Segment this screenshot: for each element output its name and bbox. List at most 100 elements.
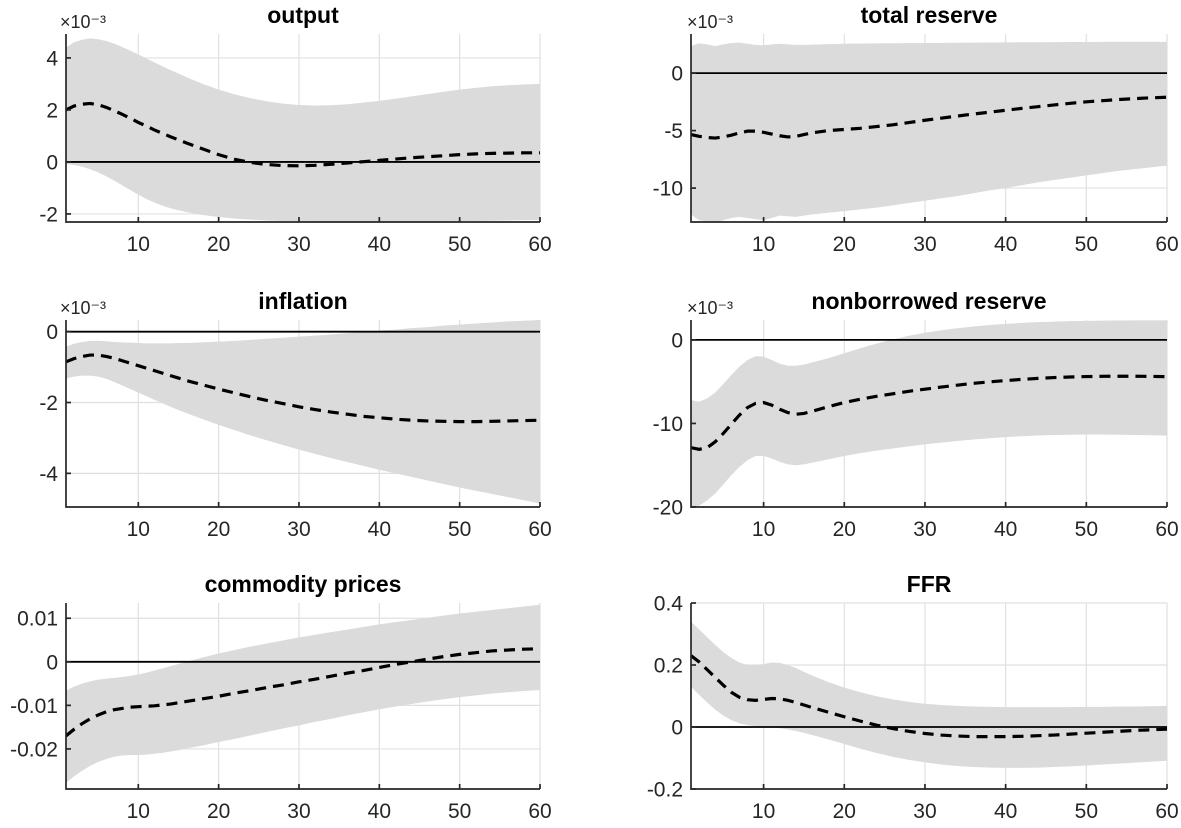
x-tick-label: 10	[127, 233, 150, 256]
x-tick-label: 40	[368, 800, 391, 823]
y-tick-label: 0	[46, 151, 58, 174]
x-tick-label: 10	[752, 800, 775, 823]
y-tick-label: 0	[671, 63, 683, 86]
x-tick-label: 40	[994, 233, 1017, 256]
subplot-total-reserve-svg: 10 20 30 40 50 60 0 -5 -10 ×10⁻³ total reserve	[653, 2, 1179, 256]
x-tick-label: 30	[913, 518, 936, 541]
confidence-band	[66, 604, 540, 783]
subplot-commodity-prices: 10 20 30 40 50 60 0.01 0 -0.01 -0.02 commodity pr…	[0, 550, 590, 828]
median-line	[691, 95, 1167, 140]
x-tick-label: 50	[1075, 800, 1098, 823]
confidence-band	[691, 320, 1167, 507]
x-tick-label: 60	[1155, 800, 1178, 823]
x-tick-label: 30	[287, 800, 310, 823]
confidence-band	[66, 320, 540, 504]
subplot-title: nonborrowed reserve	[811, 288, 1046, 314]
y-tick-label: -0.02	[10, 738, 58, 761]
subplot-nonborrowed-reserve: 10 20 30 40 50 60 0 -10 -20 ×10⁻³ nonborrowed re…	[590, 270, 1181, 550]
x-tick-label: 50	[448, 800, 471, 823]
y-tick-label: 2	[46, 99, 58, 122]
y-tick-label: 4	[46, 47, 58, 70]
y-tick-label: 0	[671, 329, 683, 352]
median-line	[66, 647, 540, 738]
confidence-band	[691, 621, 1167, 768]
x-tick-label: 10	[127, 518, 150, 541]
x-tick-label: 40	[994, 518, 1017, 541]
x-tick-label: 40	[994, 800, 1017, 823]
subplot-inflation: 10 20 30 40 50 60 0 -2 -4 ×10⁻³ inflation	[0, 270, 590, 550]
axis-lines	[65, 34, 540, 223]
subplot-total-reserve: 10 20 30 40 50 60 0 -5 -10 ×10⁻³ total reserve	[590, 0, 1181, 270]
x-tick-label: 60	[528, 800, 551, 823]
y-tick-label: 0.2	[654, 655, 683, 678]
x-tick-label: 40	[368, 518, 391, 541]
y-axis-exponent-label: ×10⁻³	[60, 298, 106, 318]
median-line	[66, 353, 540, 424]
subplot-title: inflation	[258, 288, 347, 314]
plot-area: 10 20 30 40 50 60 0 -5 -10	[653, 34, 1179, 256]
plot-area: 10 20 30 40 50 60 0 -2 -4	[39, 320, 552, 541]
confidence-band	[66, 38, 540, 222]
y-tick-label: -4	[39, 463, 58, 486]
confidence-band	[691, 41, 1167, 222]
subplot-title: commodity prices	[205, 571, 402, 597]
subplot-title: output	[267, 2, 339, 28]
x-tick-label: 20	[207, 518, 230, 541]
y-tick-label: 0	[46, 321, 58, 344]
median-line	[66, 101, 540, 168]
x-tick-label: 40	[368, 233, 391, 256]
subplot-commodity-prices-svg: 10 20 30 40 50 60 0.01 0 -0.01 -0.02 commodity pr…	[10, 571, 552, 823]
y-tick-label: -0.2	[647, 779, 683, 802]
x-tick-label: 50	[1075, 233, 1098, 256]
x-tick-label: 50	[1075, 518, 1098, 541]
axis-lines	[690, 34, 1167, 223]
plot-area: 10 20 30 40 50 60 0.01 0 -0.01 -0.02	[10, 603, 552, 823]
x-tick-label: 60	[1155, 233, 1178, 256]
x-tick-label: 20	[833, 233, 856, 256]
x-tick-label: 20	[833, 518, 856, 541]
subplot-nonborrowed-reserve-svg: 10 20 30 40 50 60 0 -10 -20 ×10⁻³ nonborrowed re…	[653, 288, 1179, 541]
axis-lines	[65, 320, 540, 508]
x-tick-label: 50	[448, 518, 471, 541]
y-tick-label: 0.01	[17, 608, 58, 631]
x-tick-label: 30	[913, 233, 936, 256]
subplot-ffr-svg: 10 20 30 40 50 60 0.4 0.2 0 -0.2 FFR	[647, 571, 1179, 824]
y-axis-exponent-label: ×10⁻³	[687, 12, 733, 32]
y-tick-label: -2	[39, 392, 58, 415]
y-tick-label: -10	[653, 178, 683, 201]
x-tick-label: 10	[127, 800, 150, 823]
axis-lines	[65, 603, 540, 790]
y-tick-label: -2	[39, 203, 58, 226]
x-tick-label: 30	[287, 233, 310, 256]
subplot-ffr: 10 20 30 40 50 60 0.4 0.2 0 -0.2 FFR	[590, 550, 1181, 828]
y-tick-label: 0	[46, 651, 58, 674]
y-tick-label: -10	[653, 413, 683, 436]
x-tick-label: 50	[448, 233, 471, 256]
x-tick-label: 20	[207, 233, 230, 256]
plot-area: 10 20 30 40 50 60 0.4 0.2 0 -0.2	[647, 593, 1179, 824]
y-tick-label: 0	[671, 717, 683, 740]
median-line	[691, 654, 1167, 739]
y-axis-exponent-label: ×10⁻³	[687, 298, 733, 318]
subplot-title: FFR	[907, 571, 952, 597]
plot-area: 10 20 30 40 50 60 0 -10 -20	[653, 320, 1179, 541]
median-line	[691, 374, 1167, 451]
x-tick-label: 60	[1155, 518, 1178, 541]
x-tick-label: 60	[528, 518, 551, 541]
subplot-output: 10 20 30 40 50 60 4 2 0 -2 ×10⁻³ output	[0, 0, 590, 270]
y-tick-label: 0.4	[654, 593, 684, 616]
y-tick-label: -20	[653, 497, 683, 520]
x-tick-label: 30	[913, 800, 936, 823]
y-tick-label: -5	[664, 120, 683, 143]
x-tick-label: 10	[752, 518, 775, 541]
x-tick-label: 20	[833, 800, 856, 823]
x-tick-label: 30	[287, 518, 310, 541]
x-tick-label: 20	[207, 800, 230, 823]
subplot-inflation-svg: 10 20 30 40 50 60 0 -2 -4 ×10⁻³ inflation	[39, 288, 552, 541]
x-tick-label: 60	[528, 233, 551, 256]
subplot-title: total reserve	[861, 2, 998, 28]
y-tick-label: -0.01	[10, 695, 58, 718]
